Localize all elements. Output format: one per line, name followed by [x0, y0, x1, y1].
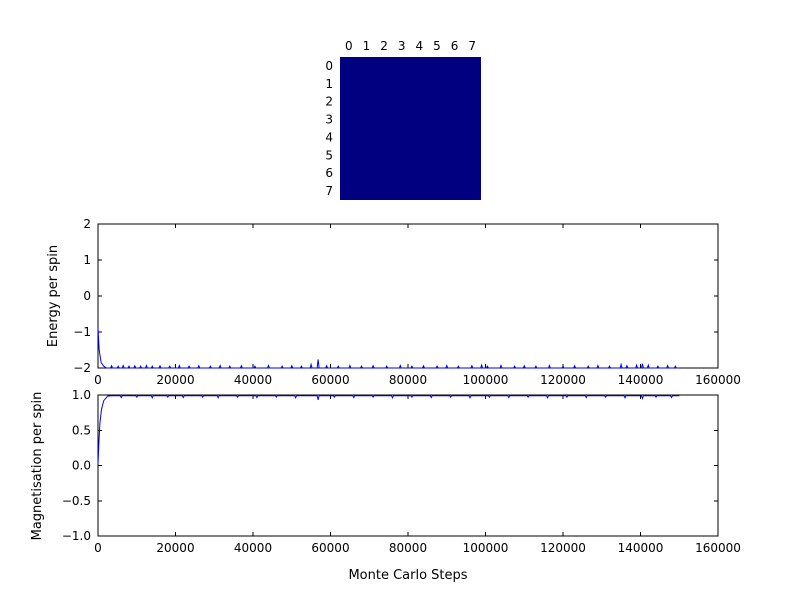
- axes-frame: [97, 394, 719, 537]
- lattice-y-tick-label: 6: [325, 166, 333, 180]
- y-tick-label: −2: [73, 361, 91, 375]
- x-tick-label: 0: [94, 373, 102, 387]
- lattice-y-tick-label: 5: [325, 148, 333, 162]
- x-tick-label: 60000: [311, 541, 349, 555]
- lattice-y-tick-label: 0: [325, 59, 333, 73]
- y-tick-label: 0.5: [72, 423, 91, 437]
- x-tick-label: 120000: [540, 373, 586, 387]
- lattice-x-tick-label: 2: [380, 39, 388, 53]
- x-tick-label: 0: [94, 541, 102, 555]
- lattice-x-tick-label: 1: [363, 39, 371, 53]
- lattice-y-tick-label: 4: [325, 130, 333, 144]
- energy-y-axis-label: Energy per spin: [46, 245, 61, 347]
- axes-frame: [97, 223, 719, 369]
- x-tick-label: 140000: [618, 373, 664, 387]
- x-tick-label: 80000: [389, 541, 427, 555]
- lattice-x-tick-label: 6: [451, 39, 459, 53]
- x-tick-label: 120000: [540, 541, 586, 555]
- magnetisation-plot: 0 20000 40000 60000 80000 100000 120000 140000 1…: [62, 388, 741, 555]
- x-tick-label: 100000: [463, 373, 509, 387]
- x-tick-label: 160000: [695, 373, 741, 387]
- lattice-x-tick-label: 4: [415, 39, 423, 53]
- lattice-y-tick-label: 3: [325, 113, 333, 127]
- y-tick-label: 2: [83, 217, 91, 231]
- energy-plot: 0 20000 40000 60000 80000 100000 120000 140000 1…: [73, 217, 741, 387]
- y-tick-label: 1.0: [72, 388, 91, 402]
- lattice-y-tick-label: 7: [325, 184, 333, 198]
- magnetisation-y-axis-label: Magnetisation per spin: [30, 392, 45, 541]
- data-series-line: [97, 327, 680, 369]
- lattice-cells: [340, 57, 481, 200]
- x-axis-label: Monte Carlo Steps: [348, 568, 467, 583]
- x-tick-label: 40000: [234, 373, 272, 387]
- x-tick-label: 160000: [695, 541, 741, 555]
- x-tick-label: 80000: [389, 373, 427, 387]
- x-tick-label: 100000: [463, 541, 509, 555]
- y-tick-label: 1: [83, 253, 91, 267]
- lattice-y-tick-label: 1: [325, 77, 333, 91]
- y-tick-label: 0.0: [72, 459, 91, 473]
- x-tick-label: 140000: [618, 541, 664, 555]
- data-series-line: [97, 395, 680, 465]
- x-tick-label: 20000: [156, 541, 194, 555]
- lattice-x-tick-label: 7: [468, 39, 476, 53]
- lattice-x-tick-label: 3: [398, 39, 406, 53]
- lattice-x-tick-label: 0: [345, 39, 353, 53]
- x-tick-label: 60000: [311, 373, 349, 387]
- lattice-y-tick-label: 2: [325, 95, 333, 109]
- lattice-x-tick-label: 5: [433, 39, 441, 53]
- y-tick-label: −1: [73, 325, 91, 339]
- y-tick-label: −0.5: [62, 494, 91, 508]
- x-tick-label: 40000: [234, 541, 272, 555]
- x-tick-label: 20000: [156, 373, 194, 387]
- y-tick-label: −1.0: [62, 529, 91, 543]
- y-tick-label: 0: [83, 289, 91, 303]
